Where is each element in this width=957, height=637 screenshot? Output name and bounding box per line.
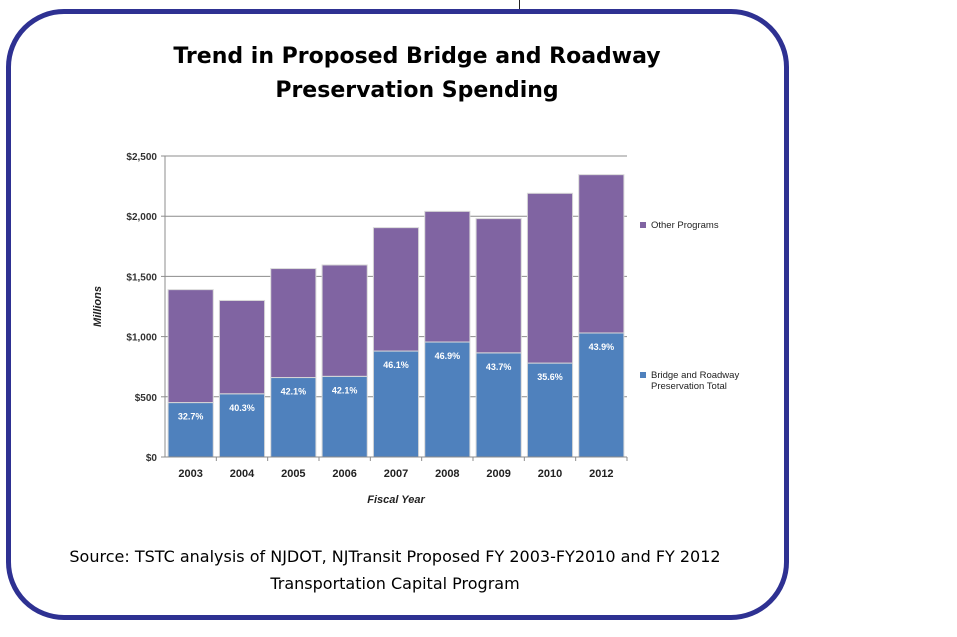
source-line-2: Transportation Capital Program <box>270 574 520 593</box>
bar-data-label: 40.3% <box>229 403 255 413</box>
legend-label-line: Other Programs <box>651 220 719 231</box>
y-axis-title: Millions <box>92 286 104 327</box>
x-tick-label: 2010 <box>538 468 562 480</box>
bar-other-programs <box>372 227 420 352</box>
bar-other-programs <box>167 289 214 404</box>
chart-title: Trend in Proposed Bridge and Roadway Pre… <box>100 40 734 108</box>
x-tick-label: 2005 <box>281 468 305 480</box>
bar-other-programs <box>321 264 368 377</box>
bars <box>167 174 625 458</box>
x-tick-label: 2008 <box>435 468 459 480</box>
chart-title-text: Trend in Proposed Bridge and Roadway Pre… <box>173 44 661 103</box>
bar-other-programs <box>578 174 625 334</box>
y-tick-label: $2,000 <box>126 212 157 223</box>
bar-preservation <box>526 362 574 458</box>
bar-other-programs <box>270 268 317 379</box>
y-tick-label: $2,500 <box>126 152 157 163</box>
x-tick-label: 2007 <box>384 468 408 480</box>
x-tick-label: 2003 <box>178 468 202 480</box>
x-tick-label: 2012 <box>589 468 613 480</box>
legend-label-line: Preservation Total <box>651 381 727 392</box>
bar-preservation <box>218 393 266 458</box>
source-note: Source: TSTC analysis of NJDOT, NJTransi… <box>40 543 750 597</box>
bar-preservation <box>321 375 368 458</box>
bar-preservation <box>270 377 317 458</box>
bar-data-label: 42.1% <box>332 385 358 395</box>
y-tick-label: $1,000 <box>126 333 157 344</box>
bar-other-programs <box>218 299 266 395</box>
bar-preservation <box>167 402 214 458</box>
bar-data-label: 32.7% <box>178 412 204 422</box>
bar-other-programs <box>526 192 574 364</box>
x-axis-title: Fiscal Year <box>367 494 425 506</box>
axes <box>161 155 628 461</box>
bar-data-label: 46.9% <box>435 351 461 361</box>
legend-swatch <box>640 222 646 228</box>
bar-data-label: 43.9% <box>589 342 615 352</box>
x-tick-label: 2009 <box>486 468 510 480</box>
bar-data-label: 43.7% <box>486 362 512 372</box>
bar-other-programs <box>475 218 522 354</box>
legend-label: Other Programs <box>651 220 719 231</box>
source-line-1: Source: TSTC analysis of NJDOT, NJTransi… <box>69 547 721 566</box>
bar-data-label: 46.1% <box>383 360 409 370</box>
bar-data-label: 42.1% <box>281 387 307 397</box>
bar-other-programs <box>424 210 471 343</box>
legend-label-line: Bridge and Roadway <box>651 370 739 381</box>
labels: $0 $500 $1,000 $1,500 $2,000 $2,500 32.7% 2003 4… <box>92 152 614 506</box>
bar-data-label: 35.6% <box>537 372 563 382</box>
y-tick-label: $0 <box>146 453 158 464</box>
x-tick-label: 2006 <box>332 468 356 480</box>
bar-preservation <box>578 332 625 458</box>
legend-label: Bridge and Roadway Preservation Total <box>651 370 739 392</box>
bar-preservation <box>372 350 420 458</box>
bar-preservation <box>424 341 471 458</box>
y-tick-label: $1,500 <box>126 272 157 283</box>
y-tick-label: $500 <box>135 393 158 404</box>
legend-swatch <box>640 372 646 378</box>
legend: Other Programs Bridge and Roadway Preserva… <box>640 220 739 392</box>
x-tick-label: 2004 <box>230 468 255 480</box>
